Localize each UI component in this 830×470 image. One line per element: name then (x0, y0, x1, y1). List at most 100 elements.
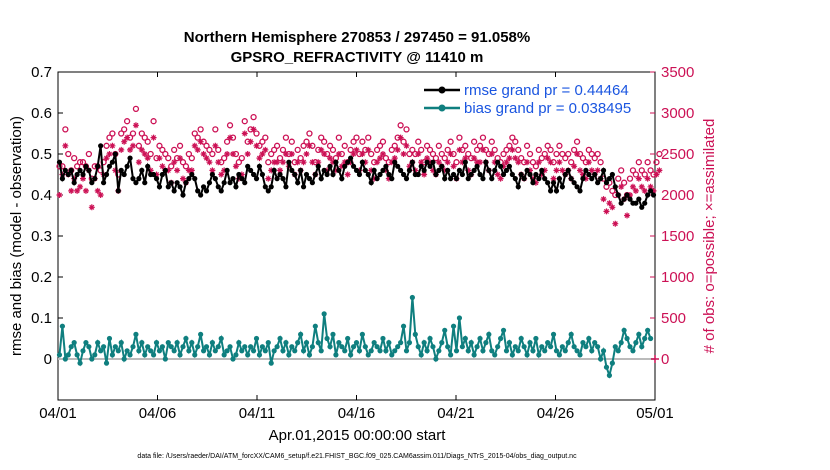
bias-point (233, 352, 239, 358)
rmse-point (253, 176, 260, 182)
obs-assimilated-point (427, 159, 434, 166)
bias-point (68, 344, 74, 350)
obs-assimilated-point (497, 175, 504, 182)
bias-point (195, 344, 201, 350)
obs-assimilated-point (421, 171, 428, 178)
rmse-point (568, 176, 574, 182)
rmse-point (318, 176, 324, 182)
obs-possible-point (579, 154, 587, 162)
rmse-point (212, 176, 218, 182)
y-tick-label: 0.3 (31, 228, 52, 245)
rmse-point (162, 167, 168, 173)
rmse-point (195, 188, 201, 194)
rmse-point (459, 171, 465, 178)
obs-assimilated-point (374, 159, 381, 166)
obs-assimilated-point (418, 159, 425, 166)
obs-assimilated-point (303, 151, 310, 157)
obs-possible-point (223, 138, 231, 145)
x-tick-label: 04/26 (537, 405, 575, 422)
obs-assimilated-point (315, 159, 322, 166)
rmse-point (309, 180, 315, 186)
obs-assimilated-point (103, 155, 110, 162)
rmse-point (359, 159, 365, 165)
rmse-point (650, 192, 657, 198)
obs-assimilated-point (259, 151, 266, 157)
bias-point (156, 348, 163, 354)
obs-possible-point (221, 154, 228, 162)
rmse-point (127, 155, 133, 161)
bias-point (524, 352, 530, 358)
legend: rmse grand pr = 0.44464 bias grand pr = … (424, 82, 631, 117)
obs-assimilated-point (382, 167, 389, 174)
obs-assimilated-point (350, 151, 357, 157)
bias-point (568, 331, 574, 337)
rmse-point (345, 159, 351, 165)
bias-point (539, 344, 545, 350)
bias-point (148, 348, 154, 354)
rmse-point (545, 180, 551, 186)
bias-point (250, 348, 257, 354)
obs-assimilated-point (288, 151, 295, 157)
obs-possible-point (321, 138, 328, 145)
bias-point (621, 327, 627, 333)
rmse-point (171, 188, 177, 194)
obs-assimilated-point (588, 167, 595, 174)
bias-point (83, 340, 89, 346)
obs-possible-point (132, 105, 140, 113)
rmse-point (242, 180, 248, 186)
y-tick-label: 0.6 (31, 105, 52, 122)
obs-possible-point (144, 138, 151, 145)
bias-point (400, 323, 407, 329)
rmse-point (365, 171, 371, 178)
rmse-point (133, 180, 139, 186)
rmse-point (348, 155, 354, 161)
obs-assimilated-point (415, 151, 422, 157)
obs-possible-point (532, 163, 540, 170)
rmse-point (621, 196, 627, 202)
obs-assimilated-point (618, 183, 625, 190)
bias-point (545, 340, 551, 346)
bias-point (295, 340, 301, 346)
rmse-point (265, 188, 271, 194)
obs-assimilated-point (244, 151, 251, 157)
obs-assimilated-point (347, 159, 354, 166)
obs-possible-point (191, 130, 198, 137)
obs-possible-point (573, 138, 581, 145)
obs-assimilated-point (144, 155, 151, 162)
obs-possible-point (212, 126, 219, 133)
obs-possible-point (79, 159, 87, 166)
obs-assimilated-point (329, 159, 336, 166)
obs-possible-point (541, 150, 548, 158)
y-right-tick-label: 1000 (661, 269, 694, 286)
bias-point (227, 344, 233, 350)
rmse-point (118, 167, 124, 173)
obs-possible-point (159, 146, 166, 154)
obs-assimilated-point (524, 159, 531, 166)
rmse-point (480, 176, 486, 182)
rmse-point (277, 171, 283, 178)
rmse-point (180, 192, 186, 198)
rmse-point (418, 163, 424, 169)
bias-point (380, 335, 386, 342)
obs-possible-point (294, 146, 301, 154)
obs-possible-point (365, 134, 372, 141)
bias-point (286, 352, 292, 358)
y-axis-right-label: # of obs: o=possible; ×=assimilated (701, 119, 718, 354)
bias-point (330, 331, 336, 337)
bias-point (200, 348, 207, 354)
obs-possible-point (426, 146, 434, 154)
bias-point (471, 352, 477, 358)
obs-assimilated-point (506, 155, 513, 162)
rmse-point (645, 192, 651, 198)
bias-point (186, 348, 192, 354)
rmse-point (633, 200, 639, 206)
bias-point (62, 356, 68, 362)
x-tick-label: 05/01 (636, 405, 674, 422)
y-tick-label: 0.2 (31, 269, 52, 286)
obs-assimilated-point (547, 159, 554, 166)
bias-point (615, 348, 621, 354)
bias-point (427, 335, 433, 342)
obs-assimilated-point (156, 155, 163, 162)
obs-possible-point (559, 150, 566, 158)
